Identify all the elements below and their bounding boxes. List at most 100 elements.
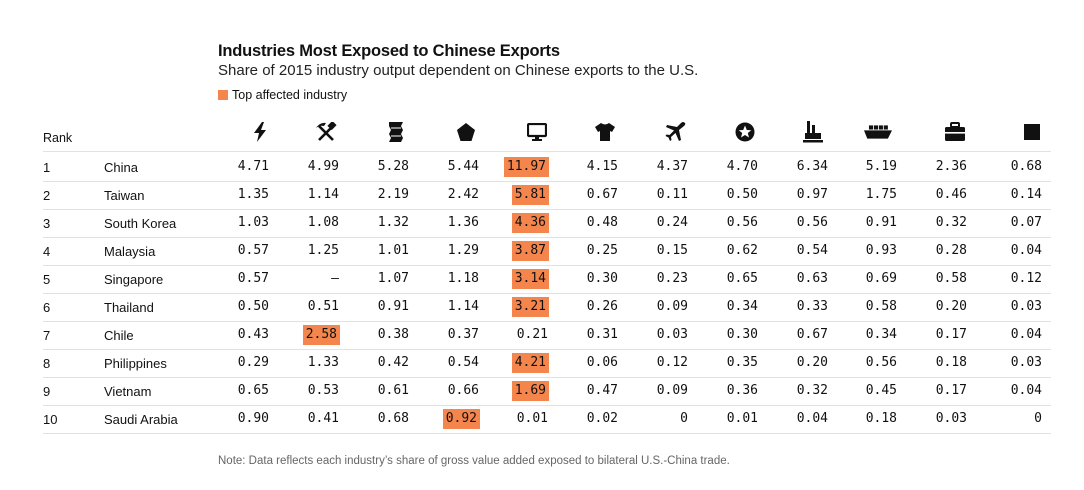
value-cell: 0.46 — [935, 187, 967, 202]
value-cell: 0.63 — [796, 271, 828, 286]
value-cell: 0.03 — [656, 327, 688, 342]
value-cell: 1.29 — [447, 243, 479, 258]
value-cell: 4.70 — [726, 159, 758, 174]
value-cell: 5.28 — [377, 159, 409, 174]
value-cell: 0.69 — [865, 271, 897, 286]
value-cell: 0.68 — [377, 411, 409, 426]
value-cell: 0.20 — [935, 299, 967, 314]
value-cell: 6.34 — [796, 159, 828, 174]
highlighted-value-cell: 1.69 — [511, 381, 549, 401]
value-cell: 0.65 — [726, 271, 758, 286]
value-cell: 0.02 — [586, 411, 618, 426]
value-cell: 0.57 — [237, 271, 269, 286]
value-cell: 0.31 — [586, 327, 618, 342]
value-cell: 0.42 — [377, 355, 409, 370]
value-cell: 0.06 — [586, 355, 618, 370]
value-cell: 1.36 — [447, 215, 479, 230]
value-cell: 0.51 — [307, 299, 339, 314]
highlighted-value-cell: 4.21 — [511, 353, 549, 373]
value-cell: 0.97 — [796, 187, 828, 202]
value-cell: 0.28 — [935, 243, 967, 258]
table-row: 8 Philippines 0.29 1.33 0.42 0.54 4.21 0.06 0.12… — [43, 349, 1051, 378]
value-cell: 0.01 — [516, 411, 548, 426]
value-cell: 0.25 — [586, 243, 618, 258]
paper-roll-icon — [382, 120, 410, 144]
highlighted-value-cell: 0.92 — [442, 409, 480, 429]
value-cell: 0.03 — [1010, 355, 1042, 370]
table-row: 1 China 4.71 4.99 5.28 5.44 11.97 4.15 4.37 4.70 6… — [43, 153, 1051, 182]
value-cell: 0.38 — [377, 327, 409, 342]
value-cell: 0.11 — [656, 187, 688, 202]
value-cell: 0.36 — [726, 383, 758, 398]
table-row: 3 South Korea 1.03 1.08 1.32 1.36 4.36 0.48 0.24… — [43, 209, 1051, 238]
highlighted-value-cell: 2.58 — [302, 325, 340, 345]
value-cell: 0.09 — [656, 299, 688, 314]
value-cell: 0.30 — [586, 271, 618, 286]
value-cell: 0 — [1034, 411, 1042, 426]
ship-icon — [864, 120, 892, 144]
country-cell: Taiwan — [104, 188, 145, 203]
value-cell: 0.15 — [656, 243, 688, 258]
table-row: 6 Thailand 0.50 0.51 0.91 1.14 3.21 0.26 0.09 0.3… — [43, 293, 1051, 322]
value-cell: 2.36 — [935, 159, 967, 174]
value-cell: 0.29 — [237, 355, 269, 370]
value-cell: 0.41 — [307, 411, 339, 426]
value-cell: 0.21 — [516, 327, 548, 342]
country-cell: Saudi Arabia — [104, 412, 178, 427]
value-cell: 0.03 — [1010, 299, 1042, 314]
country-cell: Vietnam — [104, 384, 152, 399]
computer-monitor-icon — [523, 120, 551, 144]
value-cell: 0.04 — [1010, 383, 1042, 398]
value-cell: 1.01 — [377, 243, 409, 258]
table-row: 5 Singapore 0.57 – 1.07 1.18 3.14 0.30 0.23 0.65 0… — [43, 265, 1051, 294]
value-cell: 0.67 — [796, 327, 828, 342]
value-cell: 1.08 — [307, 215, 339, 230]
value-cell: 0.54 — [447, 355, 479, 370]
value-cell: 0.09 — [656, 383, 688, 398]
value-cell: 4.71 — [237, 159, 269, 174]
pentagon-icon — [452, 120, 480, 144]
value-cell: 1.25 — [307, 243, 339, 258]
legend-label: Top affected industry — [232, 88, 348, 102]
highlighted-value-cell: 11.97 — [503, 157, 549, 177]
value-cell: 0.56 — [865, 355, 897, 370]
value-cell: 1.03 — [237, 215, 269, 230]
header-divider — [43, 151, 1051, 152]
table-row: 10 Saudi Arabia 0.90 0.41 0.68 0.92 0.01 0.02 0 0… — [43, 405, 1051, 434]
value-cell: 0.26 — [586, 299, 618, 314]
value-cell: 0.50 — [237, 299, 269, 314]
rank-column-header: Rank — [43, 131, 73, 145]
table-row: 7 Chile 0.43 2.58 0.38 0.37 0.21 0.31 0.03 0.30 0.… — [43, 321, 1051, 350]
country-cell: China — [104, 160, 138, 175]
value-cell: 0.66 — [447, 383, 479, 398]
value-cell: 1.35 — [237, 187, 269, 202]
value-cell: 0.32 — [796, 383, 828, 398]
table-row: 2 Taiwan 1.35 1.14 2.19 2.42 5.81 0.67 0.11 0.50 0… — [43, 181, 1051, 210]
value-cell: 0.01 — [726, 411, 758, 426]
country-cell: Philippines — [104, 356, 167, 371]
value-cell: 1.32 — [377, 215, 409, 230]
value-cell: 1.14 — [447, 299, 479, 314]
value-cell: 0.20 — [796, 355, 828, 370]
value-cell: 0.61 — [377, 383, 409, 398]
value-cell: 2.42 — [447, 187, 479, 202]
value-cell: 0.47 — [586, 383, 618, 398]
value-cell: 0.24 — [656, 215, 688, 230]
t-shirt-icon — [591, 120, 619, 144]
value-cell: 0 — [680, 411, 688, 426]
highlighted-value-cell: 4.36 — [511, 213, 549, 233]
country-cell: Chile — [104, 328, 134, 343]
value-cell: 2.19 — [377, 187, 409, 202]
value-cell: 1.14 — [307, 187, 339, 202]
value-cell: 0.23 — [656, 271, 688, 286]
value-cell: 0.35 — [726, 355, 758, 370]
value-cell: 0.93 — [865, 243, 897, 258]
rank-cell: 6 — [43, 300, 51, 315]
value-cell: 5.19 — [865, 159, 897, 174]
value-cell: 0.18 — [865, 411, 897, 426]
rank-cell: 2 — [43, 188, 51, 203]
value-cell: 1.33 — [307, 355, 339, 370]
highlighted-value-cell: 3.14 — [511, 269, 549, 289]
value-cell: 5.44 — [447, 159, 479, 174]
value-cell: 0.54 — [796, 243, 828, 258]
